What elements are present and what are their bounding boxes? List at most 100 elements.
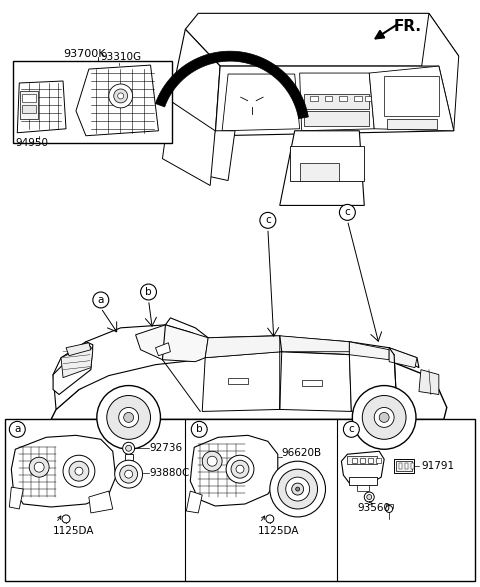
Circle shape: [109, 84, 132, 108]
Polygon shape: [186, 491, 202, 513]
Circle shape: [93, 292, 109, 308]
Bar: [405, 463, 408, 469]
Ellipse shape: [266, 86, 274, 93]
Circle shape: [260, 212, 276, 228]
Polygon shape: [162, 101, 215, 185]
Text: 91791: 91791: [421, 461, 454, 471]
Circle shape: [29, 457, 49, 477]
Circle shape: [202, 451, 222, 471]
Circle shape: [364, 492, 374, 502]
Bar: [22, 94, 36, 102]
Circle shape: [107, 396, 151, 439]
Bar: [399, 463, 402, 469]
Circle shape: [379, 413, 389, 423]
Circle shape: [97, 386, 160, 449]
Circle shape: [236, 465, 244, 473]
Text: FR.: FR.: [394, 19, 422, 34]
Polygon shape: [222, 74, 300, 131]
Ellipse shape: [306, 116, 313, 122]
Polygon shape: [89, 491, 113, 513]
Text: 1125DA: 1125DA: [258, 526, 300, 536]
Ellipse shape: [327, 82, 332, 86]
Polygon shape: [389, 348, 417, 367]
Circle shape: [362, 396, 406, 439]
Bar: [348, 456, 377, 464]
Text: 93560: 93560: [357, 503, 390, 513]
Ellipse shape: [361, 82, 365, 86]
Circle shape: [266, 515, 274, 523]
Ellipse shape: [310, 82, 313, 86]
Bar: [396, 461, 412, 471]
Polygon shape: [369, 66, 454, 131]
Circle shape: [115, 460, 143, 488]
Polygon shape: [170, 29, 220, 136]
Polygon shape: [185, 14, 459, 66]
Ellipse shape: [233, 86, 271, 120]
Circle shape: [207, 456, 217, 466]
Circle shape: [123, 442, 134, 454]
Circle shape: [270, 461, 325, 517]
Polygon shape: [300, 73, 374, 131]
Circle shape: [34, 462, 44, 472]
Ellipse shape: [321, 116, 328, 122]
Circle shape: [141, 284, 156, 300]
Circle shape: [192, 421, 207, 437]
Circle shape: [292, 483, 304, 495]
Ellipse shape: [233, 86, 241, 93]
Ellipse shape: [263, 83, 277, 95]
Polygon shape: [9, 487, 23, 509]
Circle shape: [367, 494, 372, 500]
Polygon shape: [51, 352, 447, 419]
Bar: [365, 96, 373, 101]
Bar: [324, 96, 333, 101]
Circle shape: [62, 515, 70, 523]
Bar: [360, 458, 365, 463]
Circle shape: [9, 421, 25, 437]
Circle shape: [286, 477, 310, 501]
Circle shape: [126, 446, 132, 451]
Bar: [411, 463, 414, 469]
Text: a: a: [97, 295, 104, 305]
Ellipse shape: [308, 80, 315, 87]
Polygon shape: [280, 336, 351, 352]
Polygon shape: [349, 342, 389, 360]
Text: 93880C: 93880C: [150, 468, 190, 478]
Bar: [5, 419, 475, 581]
Polygon shape: [341, 451, 384, 483]
Text: a: a: [14, 424, 21, 434]
Bar: [394, 459, 414, 473]
Polygon shape: [202, 352, 282, 411]
Text: 93700K: 93700K: [63, 49, 106, 59]
Bar: [20, 91, 38, 119]
Bar: [368, 458, 373, 463]
Text: 94950: 94950: [15, 138, 48, 148]
Circle shape: [339, 204, 355, 220]
Bar: [290, 146, 364, 181]
Circle shape: [231, 460, 249, 478]
Circle shape: [343, 421, 360, 437]
Bar: [349, 477, 377, 485]
Bar: [386, 504, 393, 508]
Ellipse shape: [346, 82, 349, 86]
Polygon shape: [419, 370, 439, 394]
Polygon shape: [190, 436, 278, 506]
Polygon shape: [280, 352, 351, 411]
Ellipse shape: [343, 80, 351, 87]
Polygon shape: [419, 14, 459, 131]
Circle shape: [296, 487, 300, 491]
Ellipse shape: [230, 83, 244, 95]
Circle shape: [120, 465, 138, 483]
Bar: [301, 380, 322, 386]
Ellipse shape: [341, 116, 348, 122]
Polygon shape: [215, 66, 454, 136]
Ellipse shape: [247, 99, 257, 107]
Text: 1125DA: 1125DA: [53, 526, 95, 536]
Text: c: c: [265, 215, 271, 225]
Circle shape: [75, 467, 83, 475]
Bar: [352, 458, 357, 463]
Polygon shape: [205, 336, 282, 357]
Polygon shape: [357, 485, 369, 491]
Ellipse shape: [325, 80, 334, 87]
Bar: [387, 119, 437, 129]
Bar: [384, 76, 439, 116]
